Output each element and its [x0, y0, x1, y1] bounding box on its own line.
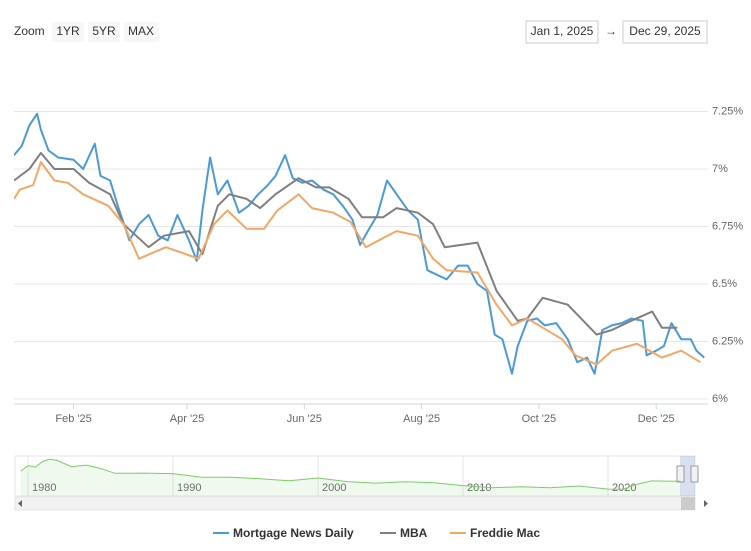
series-line: [14, 151, 678, 336]
navigator-tick-label: 2010: [467, 482, 491, 494]
legend-label[interactable]: Mortgage News Daily: [233, 526, 354, 540]
navigator-handle[interactable]: [690, 465, 699, 483]
zoom-label: Zoom: [14, 24, 45, 38]
x-tick-label: Feb '25: [55, 413, 91, 425]
scroll-right[interactable]: [704, 500, 708, 507]
zoom-button-label[interactable]: 1YR: [56, 24, 80, 38]
navigator-tick-label: 1990: [177, 482, 201, 494]
zoom-button[interactable]: [52, 22, 84, 42]
y-tick-label: 6.25%: [712, 335, 743, 347]
date-from[interactable]: Jan 1, 2025: [531, 24, 594, 38]
y-tick-label: 7%: [712, 163, 728, 175]
navigator-tick-label: 1980: [32, 482, 56, 494]
x-tick-label: Aug '25: [403, 413, 440, 425]
zoom-button-label[interactable]: 5YR: [92, 24, 116, 38]
series-line: [14, 161, 701, 366]
navigator-tick-label: 2020: [612, 482, 636, 494]
legend-item[interactable]: Mortgage News Daily: [213, 526, 354, 540]
y-tick-label: 6.5%: [712, 278, 737, 290]
zoom-button[interactable]: [124, 22, 159, 42]
zoom-button-label[interactable]: MAX: [128, 24, 154, 38]
navigator-area: [20, 459, 681, 496]
date-to[interactable]: Dec 29, 2025: [629, 24, 701, 38]
x-tick-label: Apr '25: [170, 413, 205, 425]
series-line: [14, 112, 705, 375]
date-input[interactable]: [525, 20, 599, 44]
x-tick-label: Dec '25: [638, 413, 675, 425]
scroll-left[interactable]: [18, 500, 22, 507]
y-tick-label: 7.25%: [712, 105, 743, 117]
legend-item[interactable]: MBA: [380, 526, 428, 540]
y-tick-label: 6.75%: [712, 220, 743, 232]
navigator-handle[interactable]: [676, 465, 685, 483]
navigator-tick-label: 2000: [322, 482, 346, 494]
scrollbar-track[interactable]: [14, 496, 696, 511]
x-tick-label: Jun '25: [287, 413, 322, 425]
scrollbar-thumb[interactable]: [681, 497, 695, 510]
legend-label[interactable]: MBA: [400, 526, 428, 540]
range-arrow: →: [605, 24, 617, 38]
navigator-line: [20, 458, 681, 490]
date-input[interactable]: [622, 20, 708, 44]
zoom-button[interactable]: [88, 22, 120, 42]
legend-item[interactable]: Freddie Mac: [450, 526, 540, 540]
legend-label[interactable]: Freddie Mac: [470, 526, 540, 540]
y-tick-label: 6%: [712, 393, 728, 405]
x-tick-label: Oct '25: [522, 413, 557, 425]
